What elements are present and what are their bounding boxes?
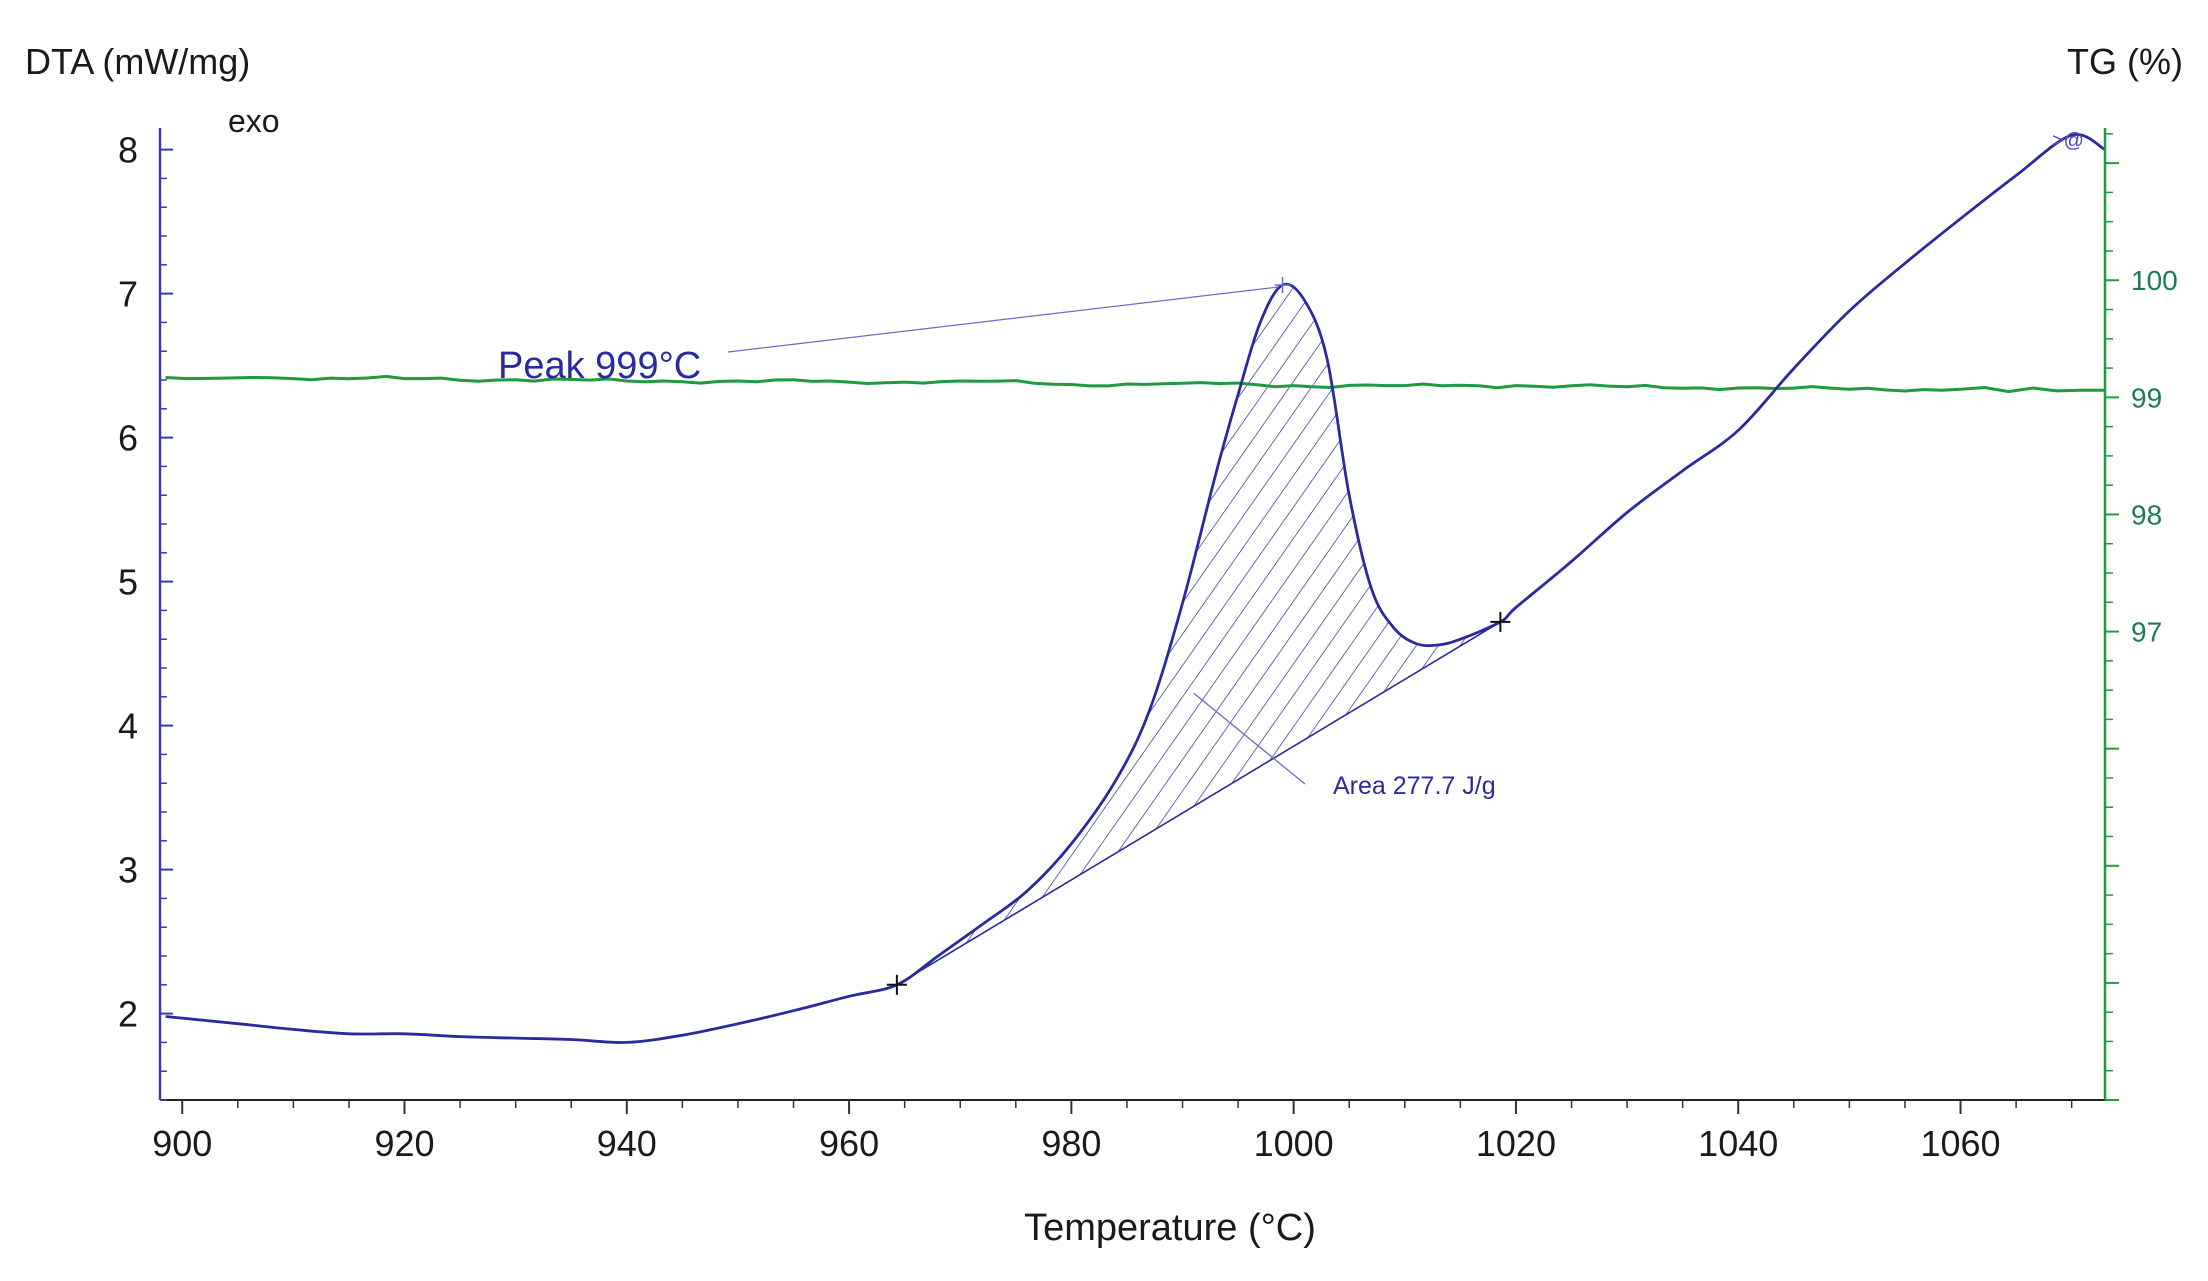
exo-label: exo	[228, 103, 280, 139]
y-left-tick-label: 6	[118, 418, 138, 459]
area-label: Area 277.7 J/g	[1333, 772, 1496, 800]
peak-area-hatch	[896, 284, 1501, 985]
y-left-tick-label: 5	[118, 562, 138, 603]
x-tick-label: 1020	[1476, 1123, 1556, 1164]
dta-series-line	[165, 133, 2105, 1044]
peak-area-hatch-group	[896, 284, 1501, 985]
x-tick-label: 900	[152, 1123, 212, 1164]
y-axis-left-title: DTA (mW/mg)	[25, 41, 250, 82]
y-right-tick-label: 99	[2131, 382, 2162, 413]
end-marker: >@	[2052, 130, 2084, 152]
peak-label: Peak 999°C	[498, 345, 701, 387]
x-tick-label: 1060	[1920, 1123, 2000, 1164]
x-tick-label: 1040	[1698, 1123, 1778, 1164]
y-right-tick-label: 100	[2131, 265, 2178, 296]
area-leader-line	[1193, 692, 1306, 785]
annotation-group	[727, 276, 1511, 995]
x-tick-label: 980	[1041, 1123, 1101, 1164]
y-axis-right-title: TG (%)	[2067, 41, 2183, 82]
y-right-tick-label: 98	[2131, 499, 2162, 530]
peak-leader-line	[727, 286, 1279, 353]
axes-group: 900 920 940 960 980 1000 1020 1040 1060 2 3 4 5 6 7 8 97…	[118, 128, 2178, 1164]
x-tick-label: 960	[819, 1123, 879, 1164]
x-tick-label: 940	[597, 1123, 657, 1164]
y-left-tick-label: 8	[118, 130, 138, 171]
y-left-tick-label: 4	[118, 706, 138, 747]
y-left-tick-label: 7	[118, 274, 138, 315]
y-right-tick-label: 97	[2131, 617, 2162, 648]
series-group	[165, 133, 2105, 1044]
tg-series-line	[165, 374, 2105, 394]
integration-baseline	[896, 621, 1501, 986]
x-tick-label: 920	[374, 1123, 434, 1164]
x-tick-label: 1000	[1254, 1123, 1334, 1164]
y-left-tick-label: 2	[118, 994, 138, 1035]
y-left-tick-label: 3	[118, 850, 138, 891]
x-axis-title: Temperature (°C)	[1024, 1207, 1316, 1249]
